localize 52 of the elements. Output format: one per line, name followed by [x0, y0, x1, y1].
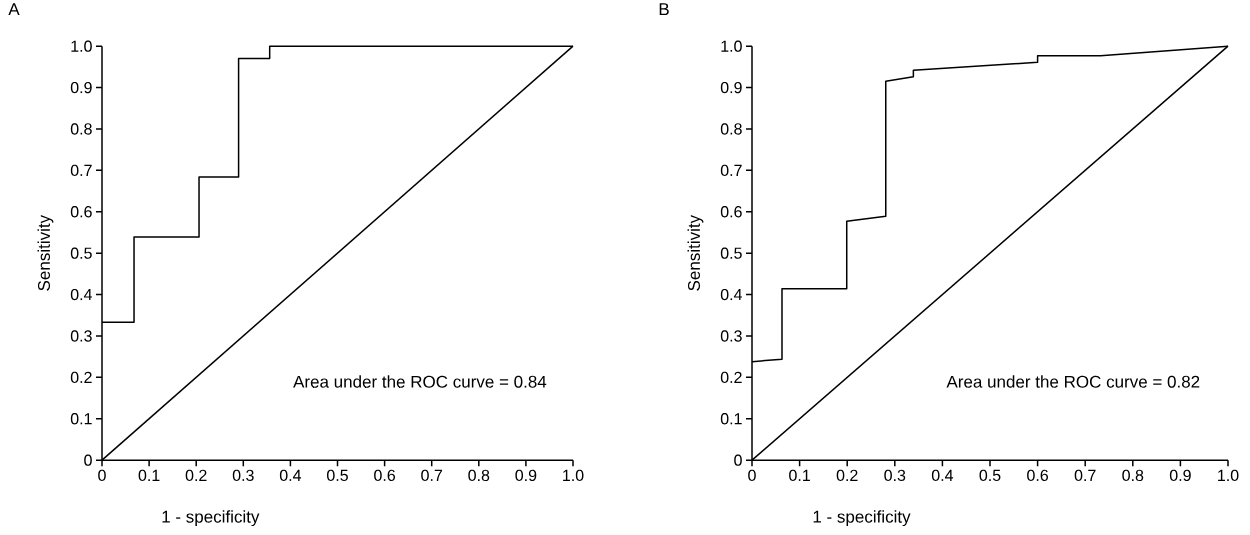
x-tick-label: 0.3 [232, 469, 254, 481]
x-tick-label: 0.9 [515, 469, 537, 481]
y-tick-label: 0 [734, 454, 742, 466]
x-axis-title: 1 - specificity [813, 510, 911, 527]
x-tick-label: 1.0 [1218, 469, 1239, 481]
x-tick-label: 0.8 [468, 469, 490, 481]
y-tick-label: 0.6 [70, 206, 92, 218]
y-tick-label: 0.1 [720, 413, 742, 425]
y-tick-label: 1.0 [71, 40, 92, 52]
y-tick-label: 0.3 [70, 330, 92, 342]
annotation: Area under the ROC curve = 0.82 [946, 375, 1200, 388]
x-axis-title: 1 - specificity [162, 510, 260, 527]
y-tick-label: 0.6 [720, 206, 742, 218]
y-tick-label: 0.9 [720, 81, 742, 94]
y-tick-label: 0.8 [720, 123, 742, 135]
y-tick-label: 0.7 [70, 164, 92, 176]
y-tick-label: 0.3 [720, 330, 742, 342]
x-tick-label: 0.7 [1074, 469, 1096, 481]
y-tick-label: 0.2 [720, 371, 742, 383]
y-tick-label: 0.8 [70, 123, 92, 135]
x-tick-label: 0.1 [789, 469, 810, 481]
x-tick-label: 0.5 [327, 469, 348, 481]
x-tick-label: 0.6 [374, 469, 396, 481]
y-axis-title: Sensitivity [37, 214, 54, 291]
y-tick-label: 0 [84, 454, 92, 466]
x-tick-label: 0.3 [884, 469, 906, 481]
x-tick-label: 1.0 [563, 469, 584, 481]
x-tick-label: 0.4 [931, 469, 954, 481]
x-tick-label: 0.6 [1027, 469, 1049, 481]
x-tick-label: 0.2 [185, 469, 207, 481]
y-tick-label: 0.1 [70, 413, 92, 425]
y-axis-title: Sensitivity [687, 214, 704, 291]
x-tick-label: 0.8 [1122, 469, 1144, 481]
y-tick-label: 0.9 [70, 81, 92, 94]
x-tick-label: 0.9 [1169, 469, 1191, 481]
x-tick-label: 0.5 [979, 469, 1001, 481]
chart-title: B [659, 3, 669, 15]
y-tick-label: 0.4 [70, 288, 92, 301]
x-tick-label: 0 [98, 469, 106, 481]
y-tick-label: 0.7 [720, 164, 742, 176]
y-tick-label: 0.2 [70, 371, 92, 383]
x-tick-label: 0.1 [138, 469, 160, 481]
chart-title: A [8, 3, 20, 15]
y-tick-label: 1.0 [721, 40, 742, 52]
x-tick-label: 0 [748, 469, 756, 481]
y-tick-label: 0.5 [70, 247, 92, 259]
y-tick-label: 0.5 [720, 247, 742, 259]
x-tick-label: 0.7 [421, 469, 443, 481]
x-tick-label: 0.2 [836, 469, 858, 481]
y-tick-label: 0.4 [720, 288, 742, 301]
annotation: Area under the ROC curve = 0.84 [293, 375, 547, 388]
x-tick-label: 0.4 [279, 469, 302, 481]
